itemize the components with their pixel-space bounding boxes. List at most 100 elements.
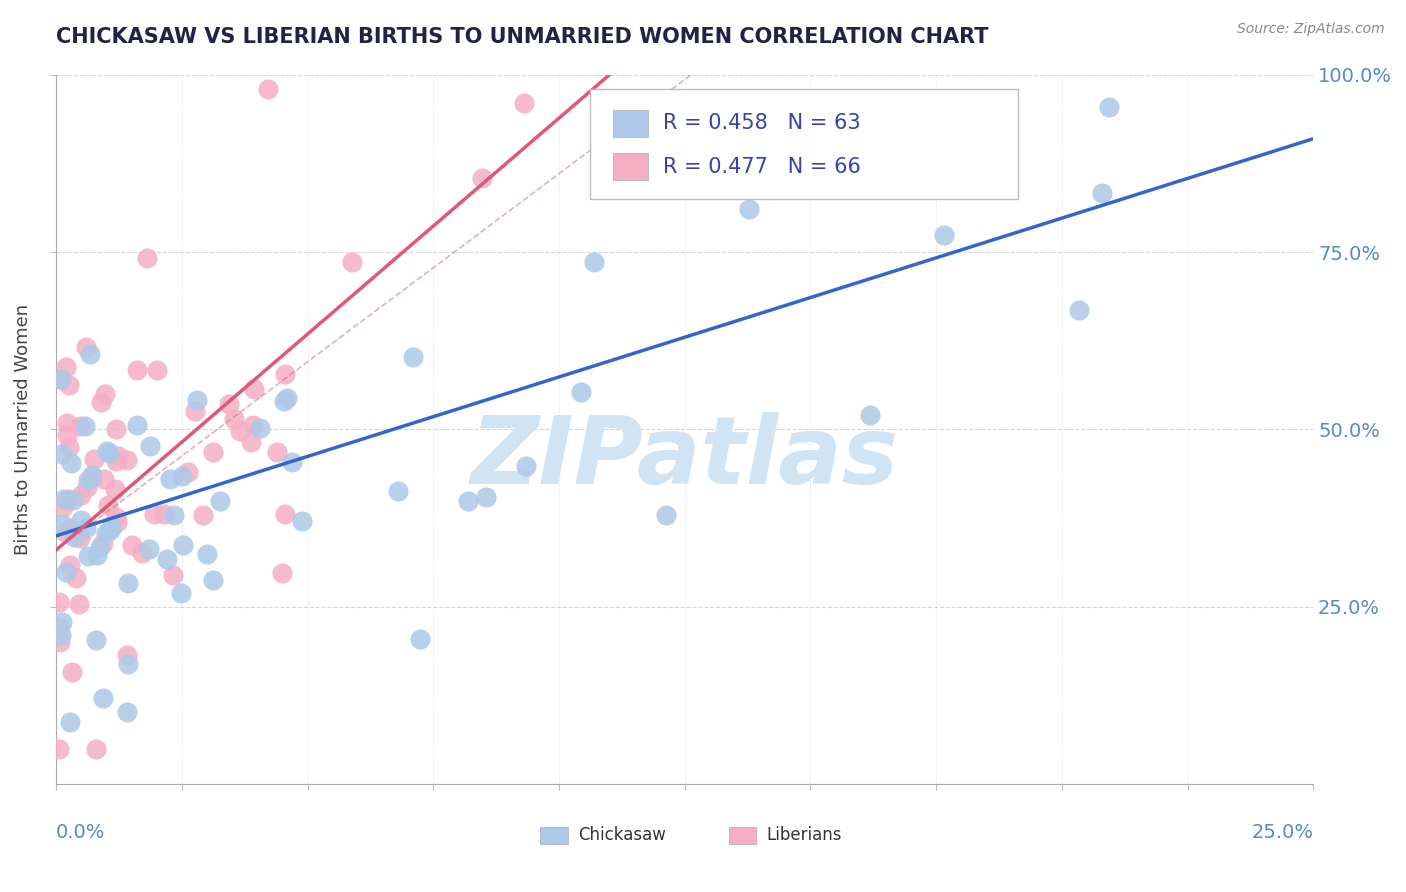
Point [60,665,83,680]
Point [70,513,93,527]
Text: R = 0.458   N = 63: R = 0.458 N = 63 [664,113,860,134]
Point [218,397,240,411]
Point [69,418,91,433]
Bar [540,827,568,844]
Point [117,576,139,591]
Point [156,552,179,566]
Point [512,95,534,110]
Point [409,632,432,647]
Point [59,520,82,534]
Point [75,419,97,434]
Point [228,425,250,439]
Point [172,538,194,552]
Point [176,465,198,479]
Point [470,170,492,185]
Point [169,586,191,600]
Point [104,482,127,496]
Point [273,508,295,522]
Point [93,536,115,550]
Point [457,494,479,508]
Text: Source: ZipAtlas.com: Source: ZipAtlas.com [1237,22,1385,37]
Text: Liberians: Liberians [766,826,842,844]
Point [58,440,80,454]
Point [138,542,160,557]
Point [48,620,70,634]
Point [51,447,73,461]
Point [97,498,120,512]
Point [89,540,111,554]
Point [387,484,409,499]
Point [58,377,80,392]
Point [274,368,297,382]
Point [145,363,167,377]
Point [58,558,80,573]
Point [153,507,176,521]
Point [163,508,186,522]
Text: ZIPatlas: ZIPatlas [471,412,898,504]
Point [79,347,101,361]
Point [62,493,84,508]
Point [474,490,496,504]
Point [125,363,148,377]
Point [115,705,138,719]
Point [49,635,72,649]
Point [195,547,218,561]
Text: R = 0.477   N = 66: R = 0.477 N = 66 [664,157,862,177]
Point [273,394,295,409]
Point [75,520,97,534]
Point [186,393,208,408]
Text: 0.0%: 0.0% [56,823,105,842]
Point [58,491,80,506]
Point [82,470,104,484]
Bar [613,110,648,137]
Point [104,510,127,524]
Point [69,488,91,502]
Point [84,633,107,648]
Point [96,444,118,458]
Y-axis label: Births to Unmarried Women: Births to Unmarried Women [14,304,32,555]
Point [98,523,121,537]
Point [209,493,232,508]
Point [291,514,314,528]
Point [91,690,114,705]
Point [115,453,138,467]
Point [52,500,75,514]
Point [655,508,678,522]
Point [77,549,100,563]
Point [59,715,82,730]
Point [242,417,264,432]
Point [48,741,70,756]
Point [48,595,70,609]
Point [402,350,425,364]
Point [1091,186,1114,201]
Point [90,394,112,409]
Point [107,449,129,463]
Point [201,573,224,587]
Point [281,455,304,469]
Point [125,417,148,432]
Point [100,521,122,535]
Point [172,469,194,483]
Point [266,445,288,459]
Point [340,254,363,268]
Point [162,568,184,582]
Point [239,434,262,449]
Point [934,227,956,242]
Text: Chickasaw: Chickasaw [578,826,666,844]
Point [62,530,84,544]
Point [202,445,225,459]
Point [75,340,97,354]
Point [51,627,73,641]
Point [60,457,83,471]
Point [94,387,117,401]
Point [115,648,138,662]
Point [51,371,73,385]
Point [242,382,264,396]
Point [53,491,76,506]
Point [65,571,87,585]
Point [84,741,107,756]
Point [105,516,128,530]
Point [569,384,592,399]
Point [859,408,882,422]
Text: 25.0%: 25.0% [1251,823,1313,842]
